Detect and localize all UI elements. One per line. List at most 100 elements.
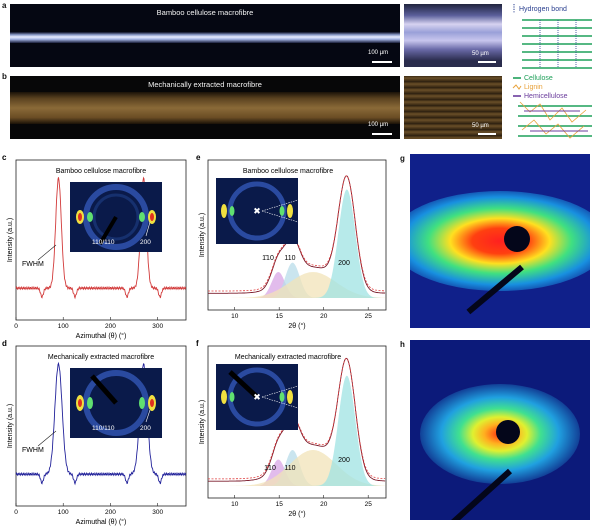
beam-center-mark: ✖ xyxy=(253,392,261,402)
chart-area: c Bamboo cellulose macrofibre 0 100 200 300… xyxy=(2,153,387,526)
azimuthal-curve xyxy=(15,361,187,486)
reflection-spot xyxy=(139,397,145,409)
inset-label-200: 200 xyxy=(140,239,151,246)
x-axis-label: Azimuthal (θ) (°) xyxy=(76,332,127,340)
scale-bar xyxy=(478,133,496,135)
beamstop xyxy=(90,374,118,405)
saxs-inset: 110/110 200 xyxy=(70,368,162,438)
beamstop xyxy=(228,370,259,399)
micrograph-title: Bamboo cellulose macrofibre xyxy=(156,8,254,17)
y-axis-label: Intensity (a.u.) xyxy=(199,400,206,444)
cellulose-chains xyxy=(522,19,592,69)
inset-arrow xyxy=(145,409,151,423)
panel-label-f: f xyxy=(196,339,199,348)
x-tick-label: 300 xyxy=(152,323,163,330)
fit-curve xyxy=(208,175,386,292)
panel-d: d Mechanically extracted macrofibre 0 100… xyxy=(2,339,187,526)
saxs-inset: 110/110 200 xyxy=(70,182,162,252)
peak-fits xyxy=(208,189,386,298)
peak-label-110bar: 1̄10 xyxy=(262,255,274,262)
panel-title: Mechanically extracted macrofibre xyxy=(48,354,154,361)
fibre-strand xyxy=(10,32,400,43)
peak-fits xyxy=(208,375,386,486)
beamstop-disc xyxy=(496,420,520,444)
x-tick-label: 100 xyxy=(58,323,69,330)
x-tick-label: 10 xyxy=(231,313,239,320)
reflection-core xyxy=(150,399,154,407)
inset-label-200: 200 xyxy=(140,425,151,432)
scale-bar xyxy=(478,61,496,63)
inset-label-110: 110/110 xyxy=(92,425,115,432)
y-axis-label: Intensity (a.u.) xyxy=(7,404,14,448)
integration-wedge xyxy=(261,199,299,212)
panel-title: Mechanically extracted macrofibre xyxy=(235,354,341,361)
panel-title: Bamboo cellulose macrofibre xyxy=(56,168,146,175)
hemicellulose-chains xyxy=(524,110,588,132)
x-tick-label: 15 xyxy=(276,313,284,320)
hydrogen-bonds xyxy=(539,20,577,68)
x-tick-label: 200 xyxy=(105,509,116,516)
diffraction-ring-inner xyxy=(92,193,140,241)
reflection-spot xyxy=(287,204,293,218)
fwhm-label: FWHM xyxy=(22,261,44,268)
panel-label-e: e xyxy=(196,153,201,162)
waxs-pattern-bamboo xyxy=(410,154,590,328)
lignin-swatch xyxy=(512,84,522,90)
scale-label: 100 µm xyxy=(368,122,389,128)
micrograph-mechanical-zoom: 50 µm xyxy=(404,76,502,139)
x-tick-label: 25 xyxy=(365,313,373,320)
x-ticks: 10 15 20 25 xyxy=(231,495,372,508)
x-tick-label: 0 xyxy=(14,509,18,516)
inset-label-110: 110/110 xyxy=(92,239,115,246)
panel-label-h: h xyxy=(400,340,405,349)
reflection-spot xyxy=(221,390,227,404)
reflection-spot xyxy=(87,212,93,222)
micrograph-mechanical-fibre: Mechanically extracted macrofibre 100 µm xyxy=(10,76,400,139)
fwhm-arrow xyxy=(37,430,57,447)
legend-cellulose: Cellulose xyxy=(524,75,553,82)
scale-label: 50 µm xyxy=(472,51,489,57)
peak-label-110bar: 1̄10 xyxy=(264,465,276,472)
lignin-network xyxy=(519,101,587,139)
reflection-spot xyxy=(279,392,285,402)
micrograph-bamboo-fibre: Bamboo cellulose macrofibre 100 µm xyxy=(10,4,400,67)
beam-center-mark: ✖ xyxy=(253,206,261,216)
fwhm-label: FWHM xyxy=(22,447,44,454)
micrograph-bamboo-zoom: 50 µm xyxy=(404,4,502,67)
inset-arrow xyxy=(145,221,151,237)
x-axis-label: 2θ (°) xyxy=(288,510,305,518)
waxs-pattern-mechanical xyxy=(410,340,590,520)
panel-label-d: d xyxy=(2,339,7,348)
peak-label-200: 200 xyxy=(338,260,350,267)
reflection-spot xyxy=(229,206,235,216)
reflection-spot xyxy=(287,390,293,404)
reflection-spot xyxy=(139,212,145,222)
integration-wedge xyxy=(261,385,299,398)
fwhm-arrow xyxy=(37,244,57,261)
scale-label: 50 µm xyxy=(472,123,489,129)
x-ticks: 0 100 200 300 xyxy=(14,317,163,330)
x-tick-label: 200 xyxy=(105,323,116,330)
peak-fit-200 xyxy=(208,375,386,486)
reflection-spot xyxy=(221,204,227,218)
x-axis-label: 2θ (°) xyxy=(288,322,305,330)
beamstop-disc xyxy=(504,226,530,252)
x-tick-label: 15 xyxy=(276,501,284,508)
panel-e: e Bamboo cellulose macrofibre 10 15 20 25 2… xyxy=(196,153,387,330)
panel-c: c Bamboo cellulose macrofibre 0 100 200 300… xyxy=(2,153,187,340)
diffraction-ring xyxy=(83,184,149,250)
x-tick-label: 20 xyxy=(320,501,328,508)
legend-hydrogen-bond: Hydrogen bond xyxy=(519,6,567,13)
x-tick-label: 20 xyxy=(320,313,328,320)
peak-label-200: 200 xyxy=(338,457,350,464)
reflection-core xyxy=(78,399,82,407)
cellulose-chains xyxy=(518,105,592,137)
diffraction-intensity xyxy=(410,191,590,291)
waxs-inset: ✖ xyxy=(216,364,299,430)
x-axis-label: Azimuthal (θ) (°) xyxy=(76,518,127,526)
x-tick-label: 10 xyxy=(231,501,239,508)
schematic-aligned-cellulose: Hydrogen bond xyxy=(513,4,592,69)
panel-title: Bamboo cellulose macrofibre xyxy=(243,168,333,175)
x-tick-label: 100 xyxy=(58,509,69,516)
x-ticks: 10 15 20 25 xyxy=(231,307,372,320)
